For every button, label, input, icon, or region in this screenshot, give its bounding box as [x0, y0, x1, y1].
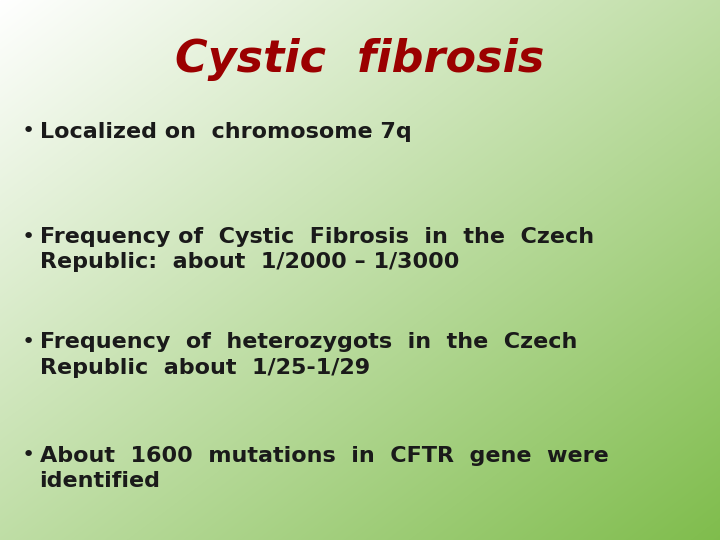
Text: •: •: [22, 446, 35, 465]
Text: •: •: [22, 227, 35, 247]
Text: •: •: [22, 332, 35, 352]
Text: About  1600  mutations  in  CFTR  gene  were
identified: About 1600 mutations in CFTR gene were i…: [40, 446, 608, 491]
Text: Frequency  of  heterozygots  in  the  Czech
Republic  about  1/25-1/29: Frequency of heterozygots in the Czech R…: [40, 332, 577, 377]
Text: •: •: [22, 122, 35, 141]
Text: Cystic  fibrosis: Cystic fibrosis: [175, 38, 545, 81]
Text: Localized on  chromosome 7q: Localized on chromosome 7q: [40, 122, 411, 141]
Text: Frequency of  Cystic  Fibrosis  in  the  Czech
Republic:  about  1/2000 – 1/3000: Frequency of Cystic Fibrosis in the Czec…: [40, 227, 594, 272]
